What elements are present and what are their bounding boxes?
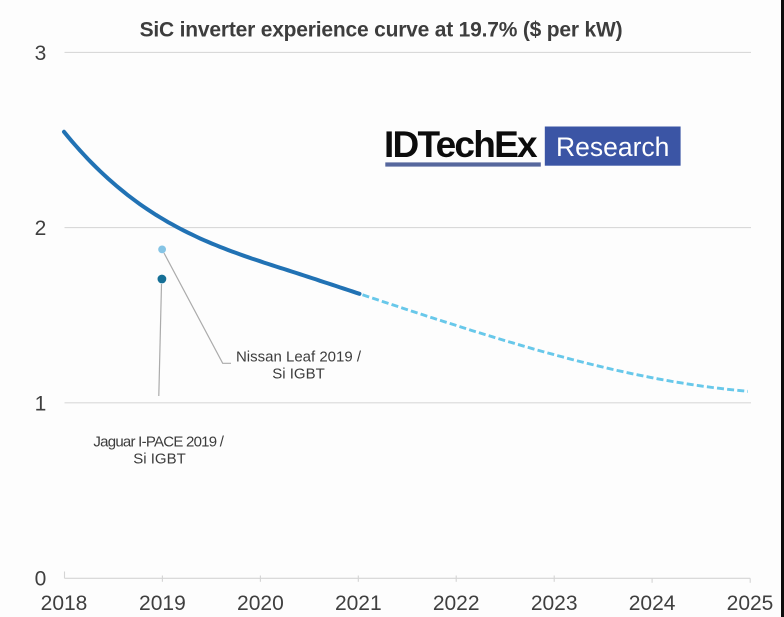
svg-text:Jaguar I-PACE 2019 /: Jaguar I-PACE 2019 / xyxy=(93,433,224,450)
svg-text:Si IGBT: Si IGBT xyxy=(272,366,325,383)
svg-text:2: 2 xyxy=(35,217,47,240)
svg-text:SiC inverter experience curve: SiC inverter experience curve at 19.7% (… xyxy=(140,19,623,42)
svg-text:0: 0 xyxy=(35,568,47,591)
svg-text:3: 3 xyxy=(35,42,47,65)
svg-text:2022: 2022 xyxy=(433,592,480,615)
svg-text:2019: 2019 xyxy=(139,592,186,615)
svg-text:2024: 2024 xyxy=(629,592,676,615)
svg-text:2018: 2018 xyxy=(41,592,88,615)
svg-text:2020: 2020 xyxy=(237,592,284,615)
svg-text:Nissan Leaf 2019 /: Nissan Leaf 2019 / xyxy=(236,349,362,366)
svg-text:IDTechEx: IDTechEx xyxy=(384,124,538,165)
svg-text:2025: 2025 xyxy=(727,592,774,615)
svg-text:2023: 2023 xyxy=(531,592,578,615)
svg-text:1: 1 xyxy=(35,392,47,415)
svg-text:Research: Research xyxy=(556,132,669,162)
svg-text:Si IGBT: Si IGBT xyxy=(133,450,186,467)
svg-text:2021: 2021 xyxy=(335,592,382,615)
